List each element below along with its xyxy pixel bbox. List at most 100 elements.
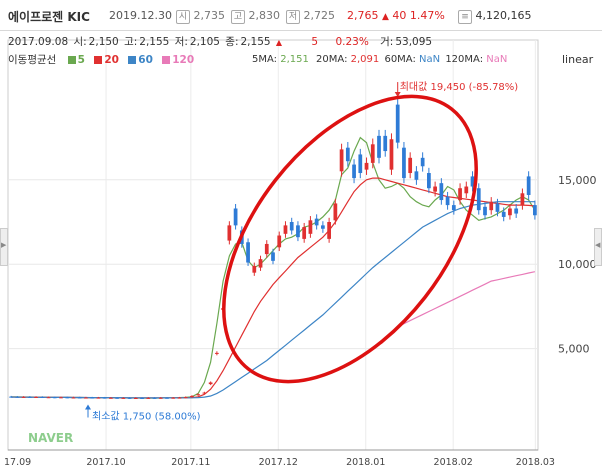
candle-body bbox=[277, 235, 282, 248]
info-open-label: 시: bbox=[73, 36, 87, 48]
ma5-label: 5MA: bbox=[252, 54, 278, 65]
info-low: 2,105 bbox=[189, 36, 220, 48]
candle-body bbox=[208, 382, 213, 385]
open-price: 2,735 bbox=[193, 9, 226, 22]
up-arrow-icon: ▲ bbox=[382, 12, 389, 22]
candle-body bbox=[470, 176, 475, 187]
candle-body bbox=[34, 396, 38, 398]
high-price: 2,830 bbox=[248, 9, 281, 22]
candle-body bbox=[364, 162, 369, 170]
ma-legend: 이동평균선 5 20 60 120 bbox=[8, 52, 194, 67]
info-close: 2,155 bbox=[240, 36, 271, 48]
candle-body bbox=[514, 208, 519, 214]
candle-body bbox=[227, 225, 232, 241]
candle-body bbox=[283, 225, 288, 234]
candle-body bbox=[377, 135, 381, 158]
candle-body bbox=[258, 259, 263, 268]
highlight-ellipse bbox=[222, 94, 478, 384]
ma-line-20 bbox=[11, 177, 535, 399]
candle-body bbox=[140, 397, 144, 399]
info-date: 2017.09.08 bbox=[8, 36, 69, 48]
ma5-value: 2,151 bbox=[280, 54, 309, 65]
close-price: 2,765 bbox=[347, 9, 379, 22]
candle-body bbox=[495, 203, 500, 212]
legend-swatch-5[interactable] bbox=[67, 56, 76, 64]
info-low-label: 저: bbox=[174, 36, 188, 48]
right-scroll-handle[interactable]: ◀ bbox=[594, 228, 602, 266]
candlesticks bbox=[9, 98, 537, 399]
candle-body bbox=[121, 397, 126, 399]
candle-body bbox=[177, 397, 182, 399]
price-change-pct: 1.47% bbox=[409, 9, 445, 22]
candle-body bbox=[476, 188, 481, 211]
legend-label-60[interactable]: 60 bbox=[138, 54, 153, 66]
candle-body bbox=[414, 171, 419, 180]
ma-values: 5MA: 2,151 20MA: 2,091 60MA: NaN 120MA: … bbox=[252, 54, 507, 65]
y-tick-label: 15,000 bbox=[558, 174, 597, 187]
min-value-label: 최소값 1,750 (58.00%) bbox=[92, 411, 201, 423]
close-price-group: 2,765 ▲ 40 1.47% bbox=[347, 9, 445, 22]
x-tick-label: 17.09 bbox=[4, 457, 31, 467]
naver-watermark: NAVER bbox=[28, 431, 73, 445]
candle-body bbox=[370, 144, 375, 163]
ma60-label: 60MA: bbox=[384, 54, 416, 65]
left-scroll-handle[interactable]: ▶ bbox=[0, 228, 8, 266]
info-open: 2,150 bbox=[88, 36, 119, 48]
candle-body bbox=[165, 397, 169, 399]
legend-swatch-20[interactable] bbox=[94, 56, 103, 64]
y-tick-label: 5,000 bbox=[558, 343, 590, 356]
legend-swatch-60[interactable] bbox=[128, 56, 137, 64]
candle-body bbox=[9, 396, 13, 398]
candle-body bbox=[402, 147, 406, 179]
candle-body bbox=[533, 205, 537, 216]
candle-body bbox=[84, 397, 88, 399]
candle-body bbox=[302, 227, 307, 239]
x-tick-label: 2017.12 bbox=[259, 457, 298, 467]
candle-body bbox=[77, 397, 82, 399]
stock-name: 에이프로젠 KIC bbox=[8, 10, 90, 24]
x-tick-label: 2018.03 bbox=[516, 457, 555, 467]
candle-body bbox=[190, 395, 194, 398]
candle-body bbox=[215, 352, 219, 354]
x-tick-label: 2017.10 bbox=[86, 457, 125, 467]
candle-body bbox=[158, 397, 163, 399]
volume-value: 4,120,165 bbox=[475, 9, 532, 22]
ma120-label: 120MA: bbox=[445, 54, 484, 65]
y-tick-label: 10,000 bbox=[558, 258, 597, 271]
legend-label-5[interactable]: 5 bbox=[77, 54, 85, 66]
ma120-value: NaN bbox=[486, 54, 508, 65]
scale-label[interactable]: linear bbox=[562, 53, 594, 66]
volume-group: ≡ 4,120,165 bbox=[458, 9, 531, 24]
legend-swatch-120[interactable] bbox=[162, 56, 171, 64]
candle-body bbox=[90, 397, 95, 399]
open-badge: 시 bbox=[176, 10, 190, 24]
info-change: 5 bbox=[311, 36, 319, 48]
moving-average-lines bbox=[11, 136, 536, 399]
low-badge: 저 bbox=[286, 10, 300, 24]
candle-body bbox=[115, 397, 119, 399]
candle-body bbox=[408, 157, 413, 174]
price-change: 40 bbox=[392, 9, 407, 22]
candle-body bbox=[59, 397, 63, 399]
info-high-label: 고: bbox=[124, 36, 138, 48]
legend-label-120[interactable]: 120 bbox=[172, 54, 195, 66]
candle-body bbox=[296, 225, 300, 238]
candle-body bbox=[383, 135, 388, 152]
candle-body bbox=[65, 397, 70, 399]
candle-body bbox=[526, 176, 531, 195]
candle-body bbox=[246, 242, 250, 263]
candle-body bbox=[458, 188, 462, 201]
candle-body bbox=[433, 186, 437, 192]
candle-body bbox=[420, 157, 425, 167]
candle-body bbox=[314, 218, 319, 226]
left-arrow-icon: ▶ bbox=[1, 241, 7, 249]
ma-line-60 bbox=[11, 201, 535, 399]
candle-body bbox=[308, 220, 313, 234]
candle-body bbox=[52, 397, 57, 399]
x-axis: 17.09 2017.10 2017.11 2017.12 2018.01 2018.02… bbox=[4, 449, 555, 467]
ma20-label: 20MA: bbox=[316, 54, 348, 65]
legend-label-20[interactable]: 20 bbox=[104, 54, 119, 66]
candle-body bbox=[439, 183, 444, 201]
candle-body bbox=[152, 397, 157, 399]
